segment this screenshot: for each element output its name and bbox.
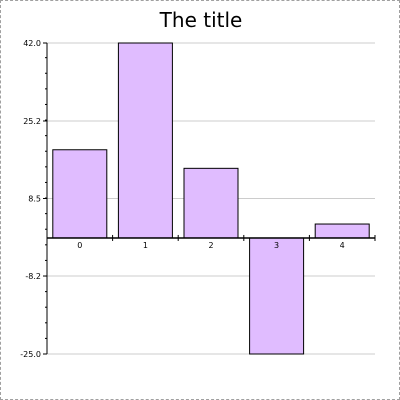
y-tick-label: -25.0 (20, 350, 41, 359)
y-axis: 42.0 25.2 8.5 -8.2 -25.0 (20, 39, 48, 359)
y-tick-label: 25.2 (23, 117, 41, 126)
y-tick-label: -8.2 (25, 272, 41, 281)
y-tick-label: 8.5 (28, 195, 41, 204)
chart-title: The title (159, 8, 243, 32)
bar-4 (314, 223, 370, 239)
bars (52, 42, 370, 355)
x-axis: 0 1 2 3 4 (46, 234, 376, 250)
bar-2 (183, 167, 239, 239)
x-tick-label: 1 (143, 241, 148, 250)
bar-1 (117, 42, 173, 239)
x-tick-label: 4 (340, 241, 345, 250)
y-tick-label: 42.0 (23, 39, 41, 48)
x-tick-label: 0 (77, 241, 82, 250)
x-tick-label: 2 (208, 241, 213, 250)
x-tick-label: 3 (274, 241, 279, 250)
bar-0 (52, 149, 108, 239)
bar-3 (249, 237, 305, 355)
